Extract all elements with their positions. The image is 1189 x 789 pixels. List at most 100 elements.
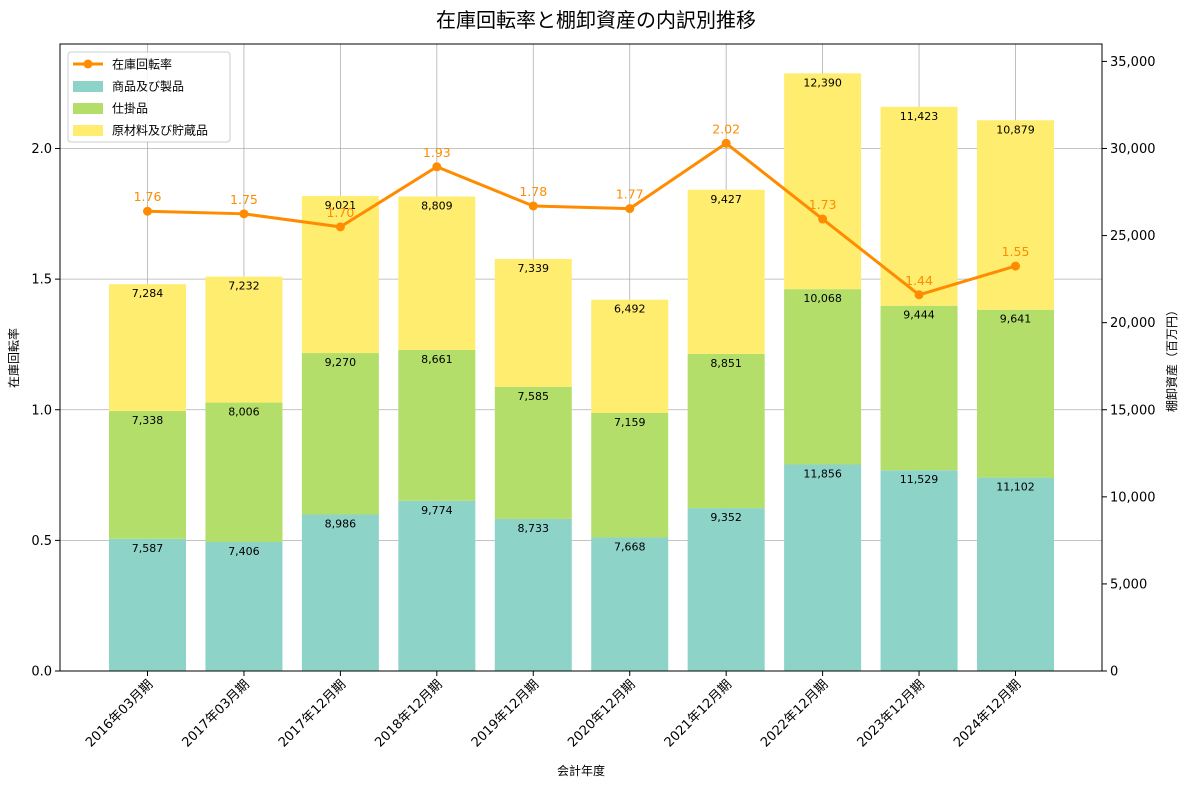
- x-tick-label: 2022年12月期: [758, 677, 831, 750]
- bar-segment: [784, 73, 862, 290]
- legend-swatch: [73, 81, 103, 92]
- bar-labels: 7,587 7,338 7,284 7,406 8,006 7,232 8,986 9,270…: [132, 76, 1035, 558]
- y-right-tick-label: 5,000: [1110, 577, 1147, 592]
- bar-value-label: 11,856: [803, 468, 842, 481]
- turnover-point: [1011, 261, 1020, 271]
- bar-value-label: 9,427: [710, 193, 742, 206]
- bar-value-label: 9,270: [325, 356, 357, 369]
- turnover-value-label: 2.02: [712, 121, 740, 136]
- turnover-value-label: 1.78: [519, 184, 547, 199]
- bar-segment: [398, 500, 476, 671]
- x-tick-label: 2020年12月期: [565, 677, 638, 750]
- bar-segment: [205, 402, 283, 543]
- x-tick-label: 2019年12月期: [469, 677, 542, 750]
- bar-value-label: 6,492: [614, 303, 646, 316]
- y-left-tick-label: 0.0: [31, 665, 52, 680]
- right-axis: 0 5,000 10,000 15,000 20,000 25,000 30,000 35,0…: [1102, 55, 1156, 680]
- turnover-point: [239, 209, 249, 219]
- turnover-value-label: 1.73: [809, 197, 837, 212]
- bar-segment: [591, 299, 669, 413]
- turnover-point: [721, 138, 731, 148]
- bar-segment: [301, 514, 379, 671]
- bar-segment: [109, 284, 186, 412]
- y-left-axis-label: 在庫回転率: [6, 328, 21, 388]
- bar-segment: [977, 477, 1054, 671]
- x-tick-label: 2021年12月期: [662, 677, 735, 750]
- turnover-point: [143, 206, 152, 216]
- x-axis: 2016年03月期 2017年03月期 2017年12月期 2018年12月期 2019…: [83, 671, 1024, 751]
- y-right-tick-label: 10,000: [1110, 490, 1156, 505]
- turnover-point: [528, 201, 538, 211]
- legend-swatch: [73, 125, 103, 136]
- turnover-point: [625, 204, 635, 214]
- turnover-value-label: 1.44: [905, 273, 933, 288]
- bar-segment: [687, 189, 765, 354]
- bar-segment: [205, 542, 283, 671]
- bar-value-label: 8,986: [325, 517, 357, 530]
- turnover-point: [818, 214, 828, 224]
- bar-segment: [301, 353, 379, 515]
- bar-segment: [880, 106, 958, 306]
- bar-segment: [494, 518, 572, 671]
- bar-value-label: 11,529: [900, 473, 939, 486]
- plot-frame: [59, 43, 1103, 672]
- bar-value-label: 9,641: [1000, 313, 1032, 326]
- legend-marker: [83, 59, 93, 69]
- y-right-axis-label: 棚卸資産（百万円）: [1164, 304, 1179, 412]
- bar-segment: [977, 309, 1054, 478]
- turnover-value-label: 1.70: [326, 205, 354, 220]
- bar-value-label: 9,444: [903, 309, 935, 322]
- bar-segment: [687, 353, 765, 509]
- bar-segment: [784, 464, 862, 671]
- turnover-value-label: 1.55: [1002, 244, 1030, 259]
- legend-entry: 在庫回転率: [112, 57, 172, 72]
- bar-value-label: 12,390: [803, 76, 842, 89]
- x-tick-label: 2023年12月期: [855, 677, 928, 750]
- x-tick-label: 2017年12月期: [276, 677, 349, 750]
- turnover-value-label: 1.77: [616, 187, 644, 202]
- x-tick-label: 2016年03月期: [83, 677, 156, 750]
- bar-value-label: 11,102: [996, 481, 1035, 494]
- bar-value-label: 7,587: [132, 542, 164, 555]
- left-axis: 0.0 0.5 1.0 1.5 2.0: [31, 142, 60, 680]
- bar-segment: [494, 258, 572, 387]
- bar-segment: [109, 538, 186, 671]
- turnover-point: [335, 222, 345, 232]
- bar-segment: [591, 537, 669, 671]
- bar-value-label: 10,879: [996, 123, 1035, 136]
- bar-value-label: 7,284: [132, 287, 164, 300]
- legend-swatch: [73, 103, 103, 114]
- legend-entry: 仕掛品: [112, 101, 148, 116]
- bar-segment: [398, 196, 476, 350]
- chart-title: 在庫回転率と棚卸資産の内訳別推移: [436, 8, 756, 32]
- bars: [109, 73, 1054, 671]
- bar-value-label: 9,774: [421, 504, 453, 517]
- bar-value-label: 7,668: [614, 540, 646, 553]
- bar-value-label: 8,809: [421, 200, 453, 213]
- bar-segment: [205, 276, 283, 403]
- y-right-tick-label: 15,000: [1110, 403, 1156, 418]
- x-tick-label: 2018年12月期: [372, 677, 445, 750]
- bar-segment: [880, 305, 958, 471]
- bar-value-label: 8,661: [421, 353, 453, 366]
- bar-value-label: 11,423: [900, 110, 939, 123]
- turnover-value-label: 1.75: [230, 192, 258, 207]
- y-right-tick-label: 35,000: [1110, 55, 1156, 70]
- y-right-tick-label: 0: [1110, 665, 1118, 680]
- bar-value-label: 7,585: [518, 390, 550, 403]
- bar-value-label: 7,338: [132, 414, 164, 427]
- y-right-tick-label: 30,000: [1110, 142, 1156, 157]
- x-tick-label: 2017年03月期: [179, 677, 252, 750]
- bar-segment: [687, 508, 765, 671]
- bar-value-label: 7,159: [614, 416, 646, 429]
- bar-segment: [784, 289, 862, 465]
- bar-segment: [591, 412, 669, 538]
- bar-segment: [398, 349, 476, 501]
- turnover-line: [147, 141, 1016, 297]
- turnover-value-label: 1.76: [134, 189, 162, 204]
- bar-segment: [109, 411, 186, 539]
- bar-segment: [880, 470, 958, 671]
- bar-value-label: 8,851: [710, 357, 742, 370]
